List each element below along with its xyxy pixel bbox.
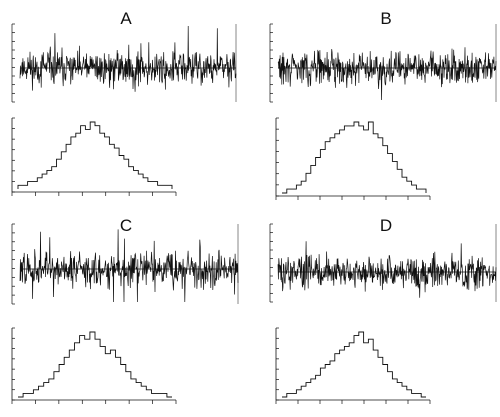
trace-signal-a	[19, 25, 237, 92]
hist-bars-c	[18, 331, 172, 398]
hist-bars-a	[17, 121, 173, 189]
panel-label-b: B	[380, 9, 391, 28]
trace-signal-b	[277, 47, 497, 101]
panel-label-a: A	[120, 9, 132, 28]
hist-bars-b	[282, 121, 427, 194]
panel-label-c: C	[120, 216, 132, 235]
trace-signal-d	[277, 241, 497, 298]
trace-signal-c	[19, 229, 239, 303]
plots	[11, 23, 497, 404]
hist-bars-d	[282, 331, 426, 398]
panel-label-d: D	[380, 216, 392, 235]
